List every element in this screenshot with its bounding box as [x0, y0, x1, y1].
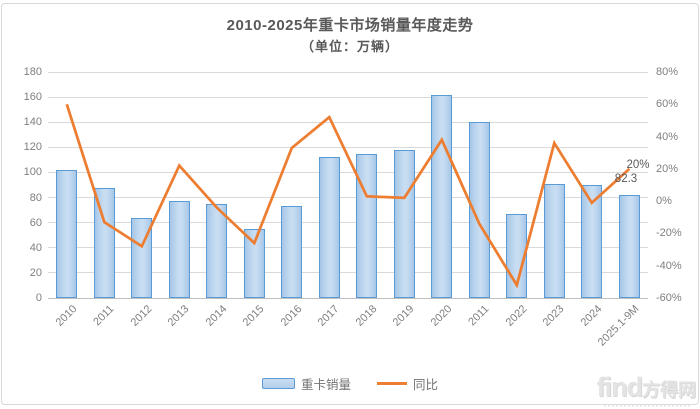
y-axis-right-tick-label: -60% — [656, 292, 682, 304]
x-axis-label-2024: 2024 — [578, 303, 605, 329]
watermark-logo: find 方得网 — [597, 372, 696, 403]
bar-2015 — [243, 228, 265, 298]
y-axis-right-tick-label: 80% — [656, 66, 679, 78]
legend-label-yoy: 同比 — [413, 378, 439, 392]
y-axis-left-tick-label: 160 — [23, 91, 42, 104]
gridline — [48, 96, 648, 98]
bar-2025.1-9M — [618, 194, 640, 298]
bar-2010 — [56, 169, 78, 298]
y-axis-left-tick-label: 60 — [29, 216, 42, 229]
y-axis-right-tick-label: 40% — [656, 130, 679, 143]
y-axis-left-tick-label: 140 — [23, 116, 42, 129]
x-axis-label-2016: 2016 — [278, 303, 305, 329]
x-axis-label-2010: 2010 — [53, 303, 80, 329]
bar-2011 — [93, 187, 115, 298]
gridline — [48, 71, 648, 73]
x-axis-label-2012: 2012 — [128, 303, 155, 329]
gridline — [48, 121, 648, 123]
y-axis-left-tick-label: 40 — [29, 241, 42, 254]
chart-subtitle: （单位：万辆） — [300, 39, 399, 54]
x-axis-label-2025.1-9M: 2025.1-9M — [596, 303, 642, 349]
bar-2018 — [356, 153, 378, 298]
bar-2016 — [281, 206, 303, 298]
y-axis-left-tick-label: 100 — [23, 166, 42, 179]
x-axis-label-2023: 2023 — [540, 303, 567, 329]
y-axis-right-tick-label: 0% — [656, 195, 672, 208]
bar-2017 — [318, 157, 340, 298]
gridline — [48, 297, 648, 299]
x-axis-label-2014: 2014 — [203, 303, 230, 329]
x-axis-label-2019: 2019 — [390, 303, 417, 329]
y-axis-left-tick-label: 120 — [23, 141, 42, 154]
y-axis-left-tick-label: 80 — [29, 191, 42, 204]
gridline — [48, 146, 648, 148]
x-axis-label-2022: 2022 — [503, 303, 530, 329]
bar-last-value-label: 82.3 — [614, 173, 638, 185]
x-axis-label-2013: 2013 — [165, 303, 192, 329]
legend: 重卡销量 同比 — [0, 374, 700, 393]
yoy-last-point-label: 20% — [626, 159, 650, 171]
x-axis-label-2017: 2017 — [315, 303, 342, 329]
x-axis-label-2020: 2020 — [428, 303, 455, 329]
y-axis-left-tick-label: 20 — [29, 266, 42, 279]
y-axis-right-tick-label: 60% — [656, 98, 679, 111]
legend-item-yoy: 同比 — [377, 374, 438, 393]
bar-2011 — [468, 122, 490, 298]
legend-label-sales: 重卡销量 — [300, 378, 351, 392]
x-axis-label-2015: 2015 — [240, 303, 267, 329]
bar-series-swatch-icon — [261, 378, 295, 389]
chart-title: 2010-2025年重卡市场销量年度走势 — [226, 17, 474, 34]
bar-2022 — [506, 213, 528, 298]
watermark-dots — [604, 405, 690, 407]
y-axis-left-tick-label: 0 — [35, 292, 42, 304]
x-axis-label-2018: 2018 — [353, 303, 380, 329]
bar-2012 — [131, 217, 153, 298]
watermark-find-text: find — [596, 372, 643, 402]
bar-2020 — [431, 94, 453, 298]
bar-2019 — [393, 149, 415, 298]
legend-item-sales: 重卡销量 — [261, 374, 351, 393]
x-axis-label-2011: 2011 — [91, 303, 117, 329]
bar-2014 — [206, 203, 228, 298]
line-series-swatch-icon — [377, 382, 407, 385]
bar-2013 — [168, 201, 190, 298]
y-axis-left-tick-label: 180 — [23, 66, 42, 78]
x-axis-label-2011: 2011 — [466, 303, 492, 329]
y-axis-right-tick-label: 20% — [656, 162, 679, 175]
bar-2023 — [543, 183, 565, 298]
y-axis-right-tick-label: -20% — [656, 227, 682, 240]
watermark-brand-text: 方得网 — [642, 380, 696, 400]
gridline — [48, 171, 648, 173]
bar-2024 — [581, 185, 603, 298]
y-axis-right-tick-label: -40% — [656, 259, 682, 272]
